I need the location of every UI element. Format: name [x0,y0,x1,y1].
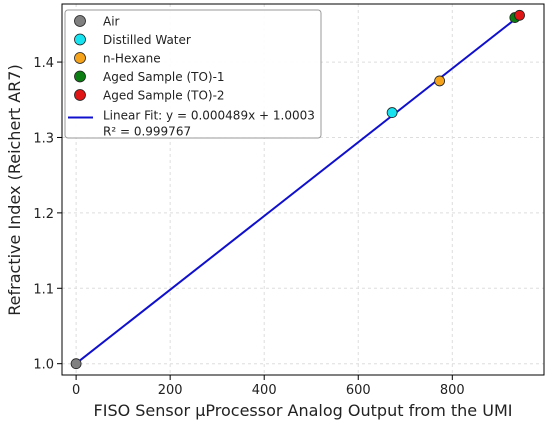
legend-entry-label: Aged Sample (TO)-1 [103,70,225,84]
legend-marker [74,89,86,101]
data-point [386,107,398,118]
legend-fit-label: Linear Fit: y = 0.000489x + 1.0003 [103,109,315,123]
legend-entry-label: Air [103,15,120,29]
legend-entry-label: n-Hexane [103,52,161,66]
y-axis-label: Refractive Index (Reichert AR7) [5,64,24,315]
y-tick-label: 1.1 [33,282,54,297]
data-point [514,9,525,21]
data-points [70,9,525,370]
linear-fit-line [75,14,521,365]
data-point [70,358,82,370]
x-tick-label: 800 [440,383,465,398]
legend-box [64,9,322,139]
legend-entry-label: Aged Sample (TO)-2 [103,89,225,103]
x-tick-label: 400 [252,383,277,398]
legend-marker [74,52,86,64]
legend: Air Distilled Water n-Hexane Aged Sample (T… [64,9,322,139]
plot-area [61,3,545,376]
x-tick-label: 200 [158,383,183,398]
fit-line-layer [75,14,521,365]
y-tick-label: 1.2 [33,207,54,222]
y-ticks: 1.0 1.1 1.2 1.3 1.4 [33,56,62,373]
y-tick-label: 1.4 [33,56,54,71]
x-tick-label: 600 [346,383,371,398]
legend-marker [74,70,86,83]
legend-marker [74,33,86,46]
x-ticks: 0 200 400 600 800 [72,375,465,398]
legend-marker [74,15,86,27]
data-point [434,75,446,87]
y-tick-label: 1.0 [33,358,54,373]
y-tick-label: 1.3 [33,131,54,146]
x-tick-label: 0 [72,383,80,398]
x-axis-label: FISO Sensor μProcessor Analog Output fro… [94,401,513,420]
legend-entry-label: Distilled Water [103,33,191,47]
legend-fit-r2-label: R² = 0.999767 [103,125,191,139]
